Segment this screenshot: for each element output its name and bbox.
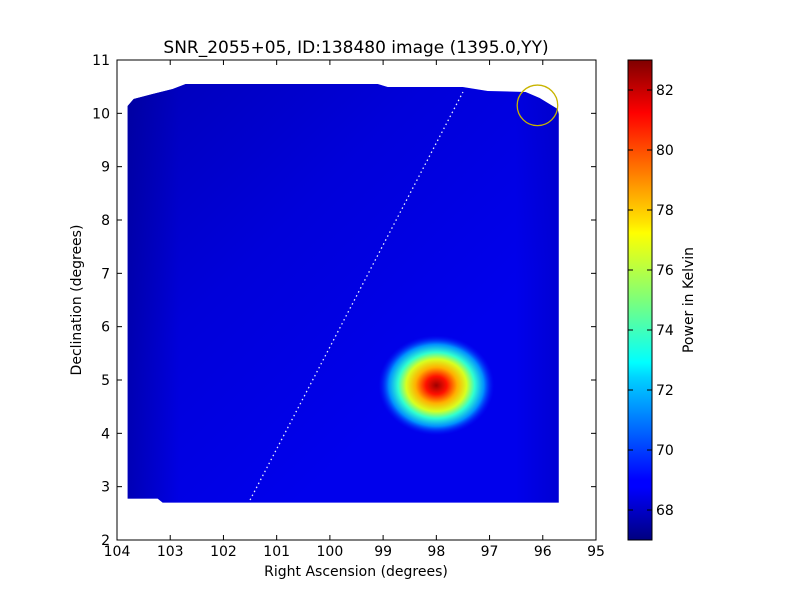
colorbar-tick-label: 74	[656, 323, 674, 339]
x-tick-label: 100	[317, 544, 344, 560]
colorbar-tick-label: 82	[656, 83, 674, 99]
circle-marker	[516, 84, 559, 127]
y-tick-label: 6	[101, 320, 110, 336]
colorbar-tick-label: 68	[656, 503, 674, 519]
x-axis: 104 103 102 101 100 99 98 97 96 95	[104, 60, 605, 560]
x-tick-label: 96	[534, 544, 552, 560]
y-tick-label: 9	[101, 160, 110, 176]
y-tick-label: 5	[101, 373, 110, 389]
y-tick-label: 10	[92, 106, 110, 122]
map-edge-shading	[127, 84, 559, 503]
x-axis-label: Right Ascension (degrees)	[264, 564, 448, 580]
colorbar-tick-label: 78	[656, 203, 674, 219]
x-tick-label: 95	[587, 544, 605, 560]
x-tick-label: 102	[210, 544, 237, 560]
x-tick-label: 99	[374, 544, 392, 560]
colorbar-tick-label: 72	[656, 383, 674, 399]
x-tick-label: 104	[104, 544, 131, 560]
y-tick-label: 3	[101, 480, 110, 496]
colorbar-tick-label: 70	[656, 443, 674, 459]
y-axis-label: Declination (degrees)	[69, 225, 85, 376]
bright-source	[378, 335, 495, 436]
y-tick-label: 11	[92, 53, 110, 69]
colorbar-tick-label: 76	[656, 263, 674, 279]
y-tick-label: 4	[101, 426, 110, 442]
colorbar	[627, 59, 653, 541]
x-tick-label: 98	[427, 544, 445, 560]
heatmap-image	[127, 84, 559, 503]
colorbar-tick-label: 80	[656, 143, 674, 159]
x-tick-label: 97	[481, 544, 499, 560]
y-tick-label: 2	[101, 533, 110, 549]
plot-frame	[116, 59, 597, 541]
y-axis: 2 3 4 5 6 7 8 9 10 11	[92, 53, 596, 549]
chart-title: SNR_2055+05, ID:138480 image (1395.0,YY)	[163, 38, 548, 58]
x-tick-label: 101	[263, 544, 290, 560]
x-tick-label: 103	[157, 544, 184, 560]
dotted-line	[249, 91, 464, 501]
colorbar-axis: 68 70 72 74 76 78 80 82	[628, 83, 674, 519]
y-tick-label: 8	[101, 213, 110, 229]
y-tick-label: 7	[101, 266, 110, 282]
colorbar-label: Power in Kelvin	[681, 247, 697, 353]
